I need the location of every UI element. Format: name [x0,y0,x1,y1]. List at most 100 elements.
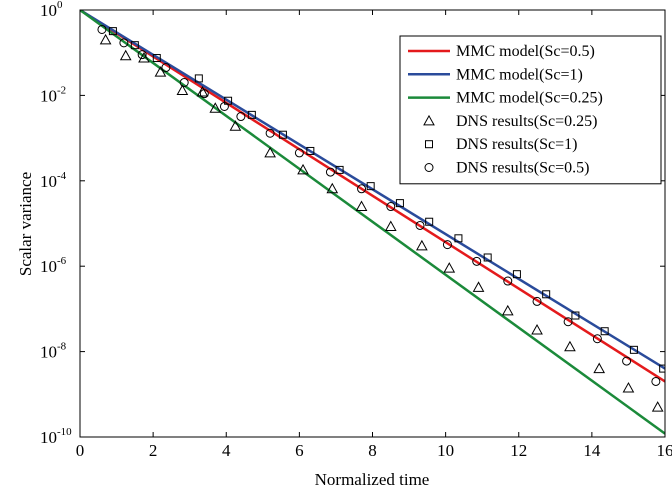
data-point [236,112,246,122]
legend: MMC model(Sc=0.5) MMC model(Sc=1) MMC mode… [399,35,662,185]
data-point [199,89,209,99]
data-point [571,311,580,320]
legend-swatch [424,163,434,172]
y-tick-exponent: -4 [57,170,67,182]
y-tick-exponent: -2 [57,84,66,96]
data-point [108,27,117,36]
y-tick-label: 10-2 [40,84,66,105]
legend-entry: DNS results(Sc=0.25) [423,113,597,130]
data-point [443,262,456,273]
data-point [600,327,609,336]
legend-label: MMC model(Sc=0.5) [456,43,595,60]
data-point [659,364,665,373]
data-point [219,101,229,111]
y-tick-base: 10 [40,86,57,105]
data-point [297,163,309,175]
data-point [196,85,209,97]
data-point [622,382,635,393]
data-point [355,200,368,212]
data-point [512,270,521,279]
data-point [415,220,425,230]
x-tick-label: 0 [76,441,85,460]
data-point [442,240,452,250]
series-2 [80,10,665,435]
y-tick-base: 10 [40,172,57,191]
data-point [154,66,167,77]
y-tick-base: 10 [40,343,57,362]
data-point [176,84,189,96]
x-tick-label: 10 [437,441,454,460]
data-point [593,362,606,374]
y-axis-title: Scalar variance [16,172,35,276]
data-point [651,376,661,386]
data-point [454,234,463,243]
data-point [209,102,222,113]
data-point [194,74,203,83]
data-point [247,110,256,119]
data-point [425,217,434,226]
x-tick-label: 2 [149,441,158,460]
data-point [384,220,397,232]
data-point [265,128,275,138]
y-tick-exponent: -10 [57,426,72,438]
data-point [472,281,485,292]
legend-entry: DNS results(Sc=1) [425,136,577,153]
data-point [542,290,551,299]
data-point [326,182,339,194]
x-tick-label: 8 [368,441,377,460]
data-point [501,304,514,316]
legend-label: MMC model(Sc=1) [456,66,583,83]
y-tick-label: 10-6 [40,255,67,276]
y-tick-exponent: -8 [57,341,67,353]
data-point [629,345,638,354]
x-tick-label: 4 [222,441,231,460]
data-point [386,202,396,212]
y-tick-label: 100 [40,0,63,20]
data-point [264,146,276,158]
y-tick-base: 10 [40,1,57,20]
series-5 [97,24,661,386]
data-point [99,33,112,45]
x-tick-label: 12 [510,441,527,460]
data-point [137,50,147,60]
x-tick-label: 16 [657,441,672,460]
y-tick-label: 10-8 [40,341,67,362]
data-point [229,120,242,131]
data-point [532,296,542,306]
x-tick-label: 6 [295,441,304,460]
data-point [306,146,315,155]
data-point [179,78,189,88]
legend-entry: DNS results(Sc=0.5) [424,160,589,177]
data-point [335,165,344,174]
y-tick-label: 10-10 [40,426,72,447]
legend-entry: MMC model(Sc=1) [408,66,583,83]
data-point [472,256,482,266]
data-point [294,148,304,158]
y-tick-exponent: -6 [57,255,67,267]
y-tick-label: 10-4 [40,170,67,191]
series-layer [80,10,665,435]
legend-swatch [425,140,433,149]
data-point [564,340,576,352]
data-point [325,167,335,177]
data-point [483,253,492,262]
legend-swatch [423,114,435,126]
data-point [357,184,367,194]
series-line [80,10,665,383]
data-point [395,199,404,208]
data-point [119,49,132,61]
x-tick-label: 14 [583,441,601,460]
series-0 [80,10,665,383]
series-line [80,10,665,435]
x-axis-title: Normalized time [315,470,430,489]
data-point [278,130,287,139]
data-point [119,38,129,48]
legend-entry: MMC model(Sc=0.5) [408,43,595,60]
data-point [531,324,543,335]
data-point [416,239,428,251]
data-point [592,334,602,344]
data-point [622,356,632,366]
legend-box [399,35,662,185]
